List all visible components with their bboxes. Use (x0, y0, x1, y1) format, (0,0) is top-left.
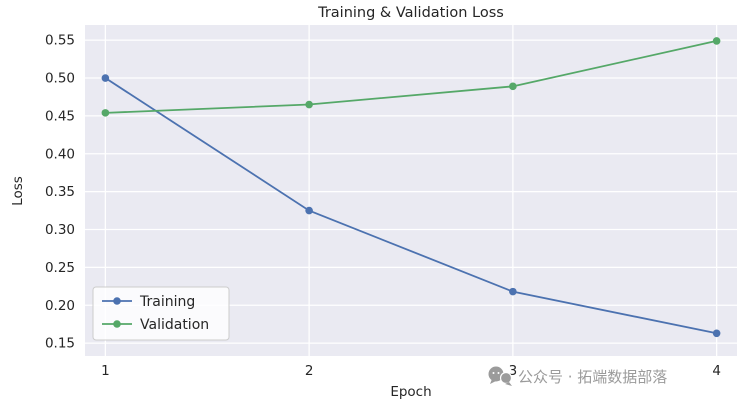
wechat-icon (488, 366, 513, 386)
y-tick-labels: 0.15 0.20 0.25 0.30 0.35 0.40 0.45 0.50 0.55 (45, 33, 75, 352)
training-point (509, 287, 517, 296)
y-tick-label: 0.25 (45, 260, 75, 276)
y-tick-label: 0.20 (45, 298, 75, 314)
validation-point (712, 37, 721, 45)
training-point (101, 74, 110, 82)
validation-point (509, 82, 517, 91)
x-tick-labels: 1 2 3 4 (101, 363, 721, 379)
legend: Training Validation (92, 286, 230, 341)
y-tick-label: 0.15 (45, 336, 75, 352)
x-tick-label: 1 (101, 363, 110, 379)
y-axis-label: Loss (10, 176, 26, 206)
watermark: 公众号 · 拓端数据部落 (488, 366, 667, 386)
legend-marker (113, 297, 121, 305)
training-point (305, 206, 313, 215)
validation-line (105, 40, 717, 114)
legend-label: Validation (140, 317, 209, 333)
y-tick-label: 0.35 (45, 184, 75, 200)
legend-label: Training (139, 294, 195, 310)
y-tick-label: 0.55 (45, 33, 75, 49)
x-tick-label: 3 (509, 363, 518, 379)
legend-marker (113, 320, 121, 328)
data-series (101, 37, 721, 338)
y-tick-label: 0.40 (45, 146, 75, 162)
training-point (712, 329, 721, 338)
watermark-text: 公众号 · 拓端数据部落 (518, 368, 667, 386)
y-tick-label: 0.50 (45, 71, 75, 87)
y-tick-label: 0.45 (45, 108, 75, 124)
training-line (104, 77, 717, 335)
x-tick-label: 4 (712, 363, 721, 379)
chart-title: Training & Validation Loss (317, 5, 504, 21)
validation-point (305, 100, 313, 109)
x-axis-label: Epoch (390, 384, 431, 400)
validation-point (101, 109, 110, 117)
x-tick-label: 2 (305, 363, 314, 379)
y-tick-label: 0.30 (45, 222, 75, 238)
